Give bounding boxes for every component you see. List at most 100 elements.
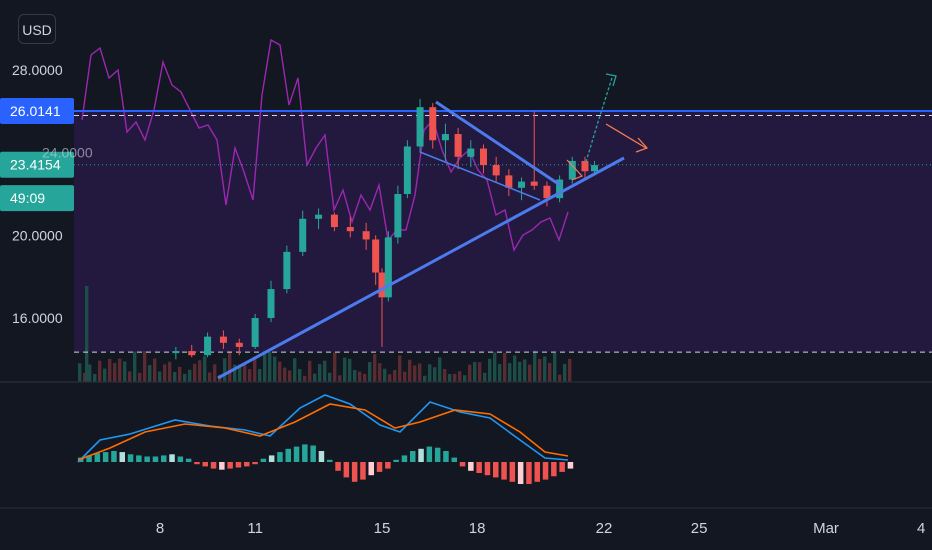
candle-body xyxy=(403,146,411,194)
volume-bar xyxy=(543,356,547,382)
volume-bar xyxy=(138,372,142,382)
rsi-line xyxy=(81,38,569,252)
macd-histogram-bar xyxy=(318,451,325,462)
candle-body xyxy=(454,134,462,157)
bullish-arrow-head xyxy=(605,73,617,87)
x-tick-label: Mar xyxy=(813,520,839,537)
candle-body xyxy=(492,165,500,176)
volume-bar xyxy=(393,370,397,382)
volume-bar xyxy=(398,355,402,382)
volume-bar xyxy=(178,366,182,382)
volume-bar xyxy=(468,364,472,382)
macd-histogram-bar xyxy=(252,462,258,465)
volume-bar xyxy=(458,371,462,382)
x-tick-label: 18 xyxy=(469,520,486,537)
volume-bar xyxy=(313,373,317,382)
hidden-tick-label: 24.0000 xyxy=(42,145,93,161)
price-tag-label: 26.0141 xyxy=(10,103,61,119)
volume-bar xyxy=(438,357,442,382)
price-tag xyxy=(0,98,74,125)
candle-body xyxy=(378,272,386,298)
y-tick-label: 28.0000 xyxy=(12,62,63,78)
range-box xyxy=(74,111,932,353)
volume-bar xyxy=(153,358,157,382)
volume-bar xyxy=(473,361,477,382)
volume-bar xyxy=(248,369,252,382)
volume-bar xyxy=(553,353,557,382)
macd-histogram-bar xyxy=(152,456,159,462)
volume-bar xyxy=(273,356,277,382)
macd-histogram-bar xyxy=(393,459,399,462)
macd-histogram-bar xyxy=(194,462,200,465)
volume-bar xyxy=(288,370,292,382)
currency-button[interactable]: USD xyxy=(18,14,56,44)
candle-body xyxy=(283,251,291,290)
candle-body xyxy=(467,148,475,157)
volume-bar xyxy=(353,370,357,382)
candle-body xyxy=(172,351,180,354)
volume-bar xyxy=(143,351,147,382)
volume-bar xyxy=(93,373,97,382)
volume-bar xyxy=(343,357,347,382)
macd-histogram-bar xyxy=(493,462,499,478)
volume-bar xyxy=(183,373,187,382)
macd-histogram-bar xyxy=(376,462,383,472)
macd-histogram-bar xyxy=(418,448,424,462)
price-tag xyxy=(0,151,74,178)
macd-histogram-bar xyxy=(327,459,333,462)
candle-body xyxy=(188,351,196,356)
volume-bar xyxy=(223,358,227,382)
macd-histogram-bar xyxy=(302,444,308,462)
volume-bar xyxy=(518,361,522,382)
macd-histogram-bar xyxy=(285,448,291,462)
candle-body xyxy=(429,107,437,141)
volume-bar xyxy=(318,364,322,382)
x-tick-label: 25 xyxy=(691,520,708,537)
x-tick-label: 8 xyxy=(156,520,164,537)
macd-histogram-bar xyxy=(526,462,532,484)
volume-bar xyxy=(208,372,212,382)
macd-histogram-bar xyxy=(277,452,283,462)
candle-body xyxy=(505,175,513,188)
volume-bar xyxy=(373,354,377,382)
candle-body xyxy=(416,107,424,147)
volume-bar xyxy=(193,363,197,382)
volume-bar xyxy=(498,364,502,382)
descending-trendline xyxy=(435,100,561,187)
volume-bar xyxy=(228,351,232,382)
candle-body xyxy=(441,134,449,141)
candle-body xyxy=(346,227,354,232)
volume-bar xyxy=(463,375,467,382)
macd-histogram-bar xyxy=(368,462,374,476)
volume-bar xyxy=(568,358,572,382)
macd-histogram-bar xyxy=(385,462,391,469)
volume-bar xyxy=(168,361,172,382)
volume-bar xyxy=(328,372,332,382)
volume-bar xyxy=(333,352,337,382)
macd-histogram-bar xyxy=(144,456,150,462)
volume-bar xyxy=(268,351,272,382)
candle-body xyxy=(372,239,380,273)
candle-body xyxy=(518,181,526,188)
macd-histogram-bar xyxy=(501,462,507,480)
macd-histogram-bar xyxy=(343,462,350,478)
volume-bar xyxy=(173,372,177,382)
macd-histogram-bar xyxy=(310,445,316,462)
macd-histogram-bar xyxy=(534,462,540,482)
volume-bar xyxy=(433,367,437,382)
macd-histogram-bar xyxy=(136,455,142,462)
macd-histogram-bar xyxy=(169,454,175,462)
volume-bar xyxy=(253,356,257,382)
macd-histogram-bar xyxy=(244,462,250,467)
candle-body xyxy=(543,185,551,199)
macd-histogram-bar xyxy=(517,462,524,484)
volume-bar xyxy=(103,368,107,382)
macd-histogram-bar xyxy=(86,455,92,462)
ascending-trendline xyxy=(217,156,625,380)
macd-histogram-bar xyxy=(434,447,441,462)
volume-bar xyxy=(348,358,352,382)
volume-bar xyxy=(528,364,532,382)
macd-histogram-bar xyxy=(551,462,557,477)
